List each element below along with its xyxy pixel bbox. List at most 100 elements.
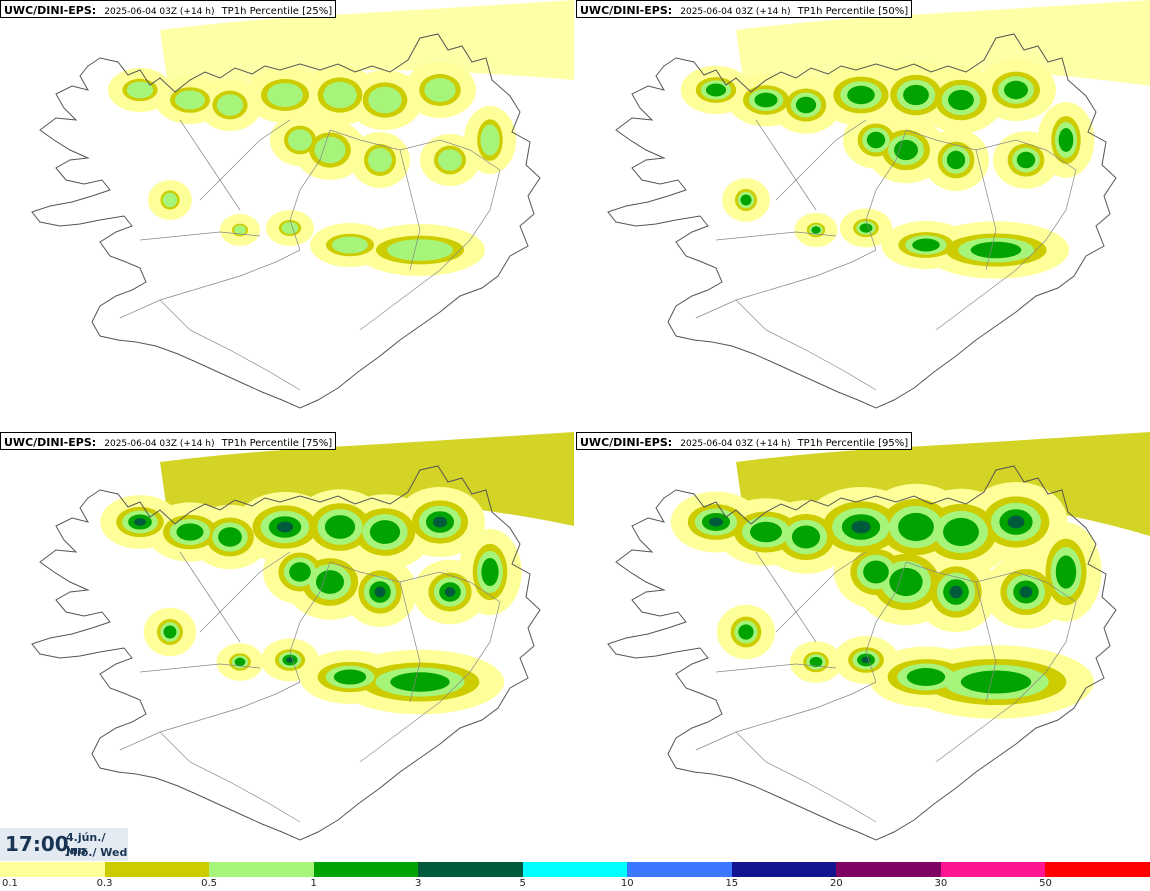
precip-contour <box>289 562 311 582</box>
precip-contour <box>894 139 918 161</box>
road-line <box>139 231 261 241</box>
panel-title: UWC/DINI-EPS: 2025-06-04 03Z (+14 h) TP1… <box>576 432 913 450</box>
legend-swatch <box>1045 862 1150 877</box>
precip-contour <box>368 86 402 114</box>
road-line <box>715 663 837 673</box>
map-panel-p95: UWC/DINI-EPS: 2025-06-04 03Z (+14 h) TP1… <box>576 432 1150 862</box>
precip-contour <box>851 520 871 534</box>
precip-contour <box>162 192 178 208</box>
field-title: TP1h Percentile [50%] <box>797 6 909 17</box>
map-panel-p50: UWC/DINI-EPS: 2025-06-04 03Z (+14 h) TP1… <box>576 0 1150 430</box>
precip-contour <box>946 150 966 170</box>
map-canvas <box>607 432 1150 841</box>
precip-contour <box>134 518 146 526</box>
precip-contour <box>863 560 889 584</box>
road-line <box>865 129 907 251</box>
legend-tick-label: 0.3 <box>96 878 113 889</box>
panel-title: UWC/DINI-EPS: 2025-06-04 03Z (+14 h) TP1… <box>576 0 913 18</box>
precip-contour <box>432 516 448 528</box>
legend-swatch <box>313 862 419 877</box>
precip-contour <box>267 83 303 107</box>
run-time: 2025-06-04 03Z (+14 h) <box>104 7 215 17</box>
road-line <box>975 581 997 703</box>
road-line <box>329 129 501 171</box>
legend-tick-label: 5 <box>519 878 526 889</box>
precip-contour <box>480 124 500 156</box>
precip-contour <box>126 81 154 99</box>
road-line <box>865 561 907 683</box>
precip-contour <box>234 225 246 235</box>
run-time: 2025-06-04 03Z (+14 h) <box>104 439 215 449</box>
legend-swatch <box>209 862 314 877</box>
model-source: UWC/DINI-EPS <box>580 4 668 17</box>
road-line <box>735 299 877 391</box>
precip-contour <box>288 129 312 151</box>
map-panel-p25: UWC/DINI-EPS: 2025-06-04 03Z (+14 h) TP1… <box>0 0 574 430</box>
valid-weekday: Mið./ Wed <box>66 846 128 859</box>
precip-contour <box>795 96 817 114</box>
map-layers <box>607 432 1150 841</box>
road-line <box>119 249 301 319</box>
road-line <box>399 149 421 271</box>
precip-contour <box>276 521 294 533</box>
legend-tick-label: 10 <box>620 878 634 889</box>
legend-swatch <box>836 862 941 877</box>
precip-contour <box>374 586 386 598</box>
legend-tick-label: 1 <box>310 878 317 889</box>
map-canvas <box>31 0 574 409</box>
map-canvas <box>607 0 1150 409</box>
legend-swatch <box>418 862 523 877</box>
road-line <box>775 119 867 201</box>
precip-contour <box>847 85 875 105</box>
road-line <box>695 249 877 319</box>
road-line <box>975 149 997 271</box>
precip-contour <box>323 81 357 109</box>
precip-contour <box>390 672 450 692</box>
precip-contour <box>368 148 392 172</box>
precip-contour <box>438 149 462 171</box>
precip-contour <box>906 668 946 686</box>
legend-swatch <box>731 862 837 877</box>
precip-contour <box>912 238 940 252</box>
model-source: UWC/DINI-EPS <box>4 436 92 449</box>
coastline <box>607 465 1117 841</box>
road-line <box>159 731 301 823</box>
road-line <box>755 551 817 643</box>
road-line <box>289 561 331 683</box>
precip-contour <box>903 84 929 106</box>
precip-contour <box>705 83 727 97</box>
road-line <box>755 119 817 211</box>
precip-contour <box>1019 586 1033 598</box>
precip-contour <box>1058 128 1074 152</box>
legend-swatch <box>940 862 1046 877</box>
road-line <box>119 681 301 751</box>
road-line <box>935 169 1077 331</box>
precip-contour <box>948 89 974 111</box>
precip-contour <box>218 527 242 547</box>
coastline <box>607 33 1117 409</box>
precip-contour <box>970 241 1022 259</box>
road-line <box>159 299 301 391</box>
map-layers <box>607 0 1150 409</box>
coastline <box>31 465 541 841</box>
precip-contour <box>176 523 204 541</box>
precip-contour <box>333 669 367 685</box>
precip-contour <box>234 657 246 667</box>
precip-contour <box>949 585 963 599</box>
road-line <box>399 581 421 703</box>
precip-contour <box>750 521 782 543</box>
precip-contour <box>216 94 244 116</box>
legend-tick-label: 30 <box>934 878 948 889</box>
panel-title: UWC/DINI-EPS: 2025-06-04 03Z (+14 h) TP1… <box>0 432 337 450</box>
road-line <box>935 601 1077 763</box>
precip-contour <box>1055 555 1077 589</box>
precip-contour <box>387 239 453 261</box>
road-line <box>775 551 867 633</box>
field-title: TP1h Percentile [75%] <box>221 438 333 449</box>
road-line <box>329 561 501 603</box>
precip-contour <box>481 557 499 587</box>
precip-contour <box>866 131 886 149</box>
precip-contour <box>889 567 923 597</box>
road-line <box>905 129 1077 171</box>
legend-swatch <box>0 862 105 877</box>
